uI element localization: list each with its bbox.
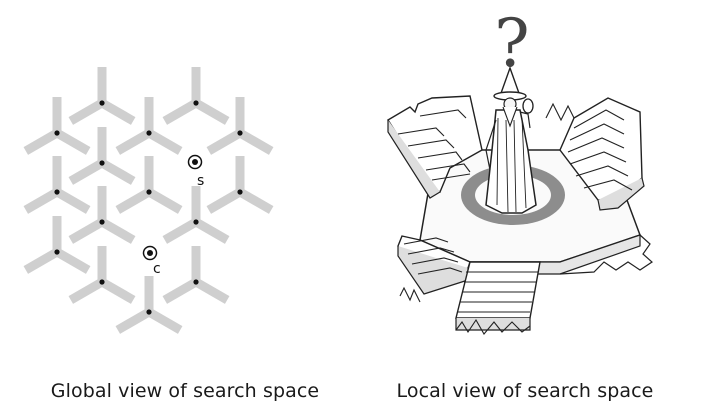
caption-global-view: Global view of search space — [50, 380, 320, 402]
lattice-node — [99, 219, 105, 225]
lattice-bar — [23, 248, 60, 274]
lattice-node — [54, 249, 60, 255]
lattice-bar — [99, 99, 136, 125]
staircase-upper-left — [387, 95, 483, 199]
lattice-bar — [237, 129, 274, 155]
lattice-node — [146, 189, 152, 195]
marker-s-dot — [192, 159, 198, 165]
broken-platform-edge — [559, 234, 653, 275]
lattice-node — [193, 100, 199, 106]
lattice-bar — [54, 188, 91, 214]
lattice-node — [146, 130, 152, 136]
lattice-bar — [99, 278, 136, 304]
staircase-upper-right — [545, 97, 645, 211]
lattice-bar — [206, 129, 243, 155]
lattice-bar — [68, 99, 105, 125]
lattice-bar — [146, 308, 183, 334]
lattice-bar — [68, 159, 105, 185]
local-view-panel: ? — [350, 0, 701, 415]
lattice-bar — [162, 278, 199, 304]
staircase-left — [397, 235, 471, 303]
question-mark: ? — [494, 5, 529, 82]
lattice-bars — [23, 67, 274, 334]
lattice-bar — [146, 129, 183, 155]
lattice-bar — [162, 218, 199, 244]
lattice-node — [54, 130, 60, 136]
global-view-panel: s c Global view of search space — [0, 0, 350, 415]
lattice-bar — [146, 188, 183, 214]
caption-local-view: Local view of search space — [396, 380, 654, 402]
marker-c-label: c — [153, 261, 161, 277]
lattice-bar — [193, 278, 230, 304]
lattice-node — [193, 219, 199, 225]
lattice-node — [237, 189, 243, 195]
lattice-bar — [68, 278, 105, 304]
lattice-bar — [23, 129, 60, 155]
lattice-bar — [162, 99, 199, 125]
lattice-bar — [68, 218, 105, 244]
lattice-bar — [23, 188, 60, 214]
lattice-node — [237, 130, 243, 136]
lattice-node — [99, 100, 105, 106]
lattice-bar — [237, 188, 274, 214]
lattice-node — [193, 279, 199, 285]
lattice-bar — [115, 129, 152, 155]
lattice-bar — [193, 218, 230, 244]
lattice-node — [99, 160, 105, 166]
wizard-figure — [485, 65, 537, 214]
lattice-node — [146, 309, 152, 315]
lattice-bar — [115, 308, 152, 334]
lattice-node — [54, 189, 60, 195]
marker-c-dot — [147, 250, 153, 256]
search-lattice-diagram: s c — [23, 67, 274, 334]
lattice-node — [99, 279, 105, 285]
marker-s: s — [187, 154, 204, 189]
lattice-bar — [115, 188, 152, 214]
wizard-staircase-illustration: ? — [387, 5, 653, 335]
lattice-bar — [54, 129, 91, 155]
marker-s-label: s — [197, 173, 204, 189]
lattice-bar — [193, 99, 230, 125]
lattice-bar — [206, 188, 243, 214]
lattice-bar — [99, 159, 136, 185]
lattice-bar — [54, 248, 91, 274]
staircase-bottom — [455, 261, 541, 335]
lattice-bar — [99, 218, 136, 244]
marker-c: c — [142, 245, 161, 277]
lattice-nodes — [54, 100, 243, 315]
